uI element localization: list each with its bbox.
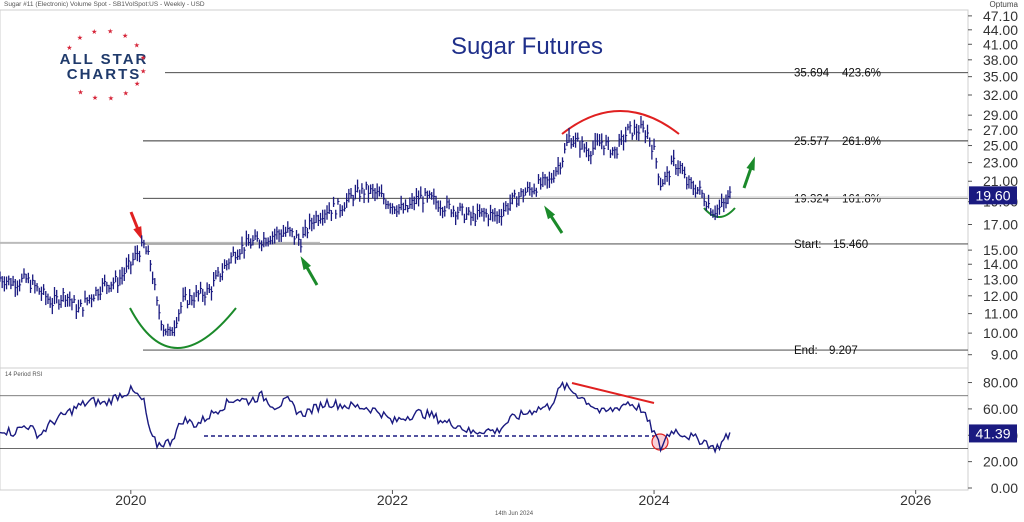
x-tick-label: 2026 <box>900 492 931 508</box>
price-tick-label: 23.00 <box>983 155 1018 171</box>
price-tick-label: 21.00 <box>983 173 1018 189</box>
time-x-axis: 2020 2022 2024 2026 <box>115 490 931 508</box>
level-lines: 35.694 423.6% 25.577 261.8% 19.324 161.8% Star… <box>0 68 968 357</box>
level-label-value: 9.207 <box>829 345 858 357</box>
price-tick-label: 32.00 <box>983 87 1018 103</box>
logo-star: ★ <box>134 41 140 49</box>
chart-title: Sugar Futures <box>451 33 603 60</box>
logo-line2: CHARTS <box>67 66 142 83</box>
rsi-last-value-badge <box>969 424 1017 443</box>
logo-star: ★ <box>123 90 129 98</box>
rsi-tick-label: 20.00 <box>983 454 1018 470</box>
annotations <box>129 110 755 349</box>
price-tick-label: 47.10 <box>983 8 1018 24</box>
rsi-guides <box>0 395 968 449</box>
green-bottom-arc <box>129 307 237 349</box>
price-tick-label: 38.00 <box>983 52 1018 68</box>
price-tick-label: 14.00 <box>983 256 1018 272</box>
rsi-red-divergence-line <box>571 382 655 404</box>
brand-label: Optuma <box>989 0 1018 9</box>
price-last-value-badge <box>969 186 1017 205</box>
price-tick-label: 41.00 <box>983 36 1018 52</box>
logo-star: ★ <box>66 44 72 52</box>
level-label: Start: <box>794 239 821 251</box>
logo-star: ★ <box>122 32 128 40</box>
level-label: End: <box>794 345 818 357</box>
x-tick-label: 2022 <box>377 492 408 508</box>
logo-star: ★ <box>91 28 97 36</box>
logo-star: ★ <box>77 89 83 97</box>
logo-star: ★ <box>140 54 146 62</box>
price-tick-label: 9.00 <box>991 347 1018 363</box>
red-top-arc <box>561 110 680 135</box>
level-label: 35.694 <box>794 68 830 80</box>
price-tick-label: 44.00 <box>983 22 1018 38</box>
rsi-panel-title: 14 Period RSI <box>5 372 43 378</box>
chart-meta-text: Sugar #11 (Electronic) Volume Spot - SB1… <box>4 1 205 8</box>
price-tick-label: 12.00 <box>983 288 1018 304</box>
level-label-pct: 161.8% <box>842 193 881 205</box>
logo-star: ★ <box>107 27 113 35</box>
rsi-annotations <box>204 382 669 451</box>
rsi-tick-label: 60.00 <box>983 401 1018 417</box>
logo-star: ★ <box>134 80 140 88</box>
rsi-panel-frame <box>0 367 969 491</box>
rsi-last-value-label: 41.39 <box>975 425 1010 441</box>
price-last-value-label: 19.60 <box>975 187 1010 203</box>
level-label-pct: 423.6% <box>842 68 881 80</box>
price-tick-label: 27.00 <box>983 122 1018 138</box>
x-tick-label: 2020 <box>115 492 146 508</box>
logo-allstarcharts: ALL STAR CHARTS ★★★ ★★★★★★★★★★ <box>60 27 149 102</box>
logo-star: ★ <box>77 34 83 42</box>
logo-line1: ALL STAR <box>60 51 149 68</box>
price-tick-label: 11.00 <box>984 306 1018 322</box>
green-up-arrow-head <box>746 156 755 171</box>
price-tick-label: 10.00 <box>983 325 1018 341</box>
rsi-tick-label: 0.00 <box>991 480 1018 496</box>
rsi-line <box>0 380 731 454</box>
red-down-arrow-head <box>133 226 143 241</box>
level-label: 19.324 <box>794 193 830 205</box>
logo-star-ring: ★★★ ★★★★★★★★★★ <box>66 27 146 102</box>
logo-star: ★ <box>92 94 98 102</box>
rsi-tick-label: 80.00 <box>983 375 1018 391</box>
rsi-series <box>0 380 731 454</box>
price-tick-label: 15.00 <box>983 242 1018 258</box>
price-tick-label: 35.00 <box>983 69 1018 85</box>
x-tick-label: 2024 <box>638 492 669 508</box>
price-tick-label: 13.00 <box>983 271 1018 287</box>
green-small-arc <box>703 207 736 218</box>
green-up-arrow-head <box>544 205 556 220</box>
price-tick-label: 29.00 <box>983 107 1018 123</box>
price-tick-label: 25.00 <box>983 138 1018 154</box>
price-series <box>0 115 732 337</box>
level-label: 25.577 <box>794 136 829 148</box>
footer-date: 14th Jun 2024 <box>495 511 534 517</box>
logo-star: ★ <box>140 67 146 75</box>
level-label-value: 15.460 <box>833 239 868 251</box>
price-tick-label: 17.00 <box>983 216 1018 232</box>
logo-star: ★ <box>108 94 114 102</box>
level-label-pct: 261.8% <box>842 136 881 148</box>
green-up-arrow-head <box>300 256 311 271</box>
